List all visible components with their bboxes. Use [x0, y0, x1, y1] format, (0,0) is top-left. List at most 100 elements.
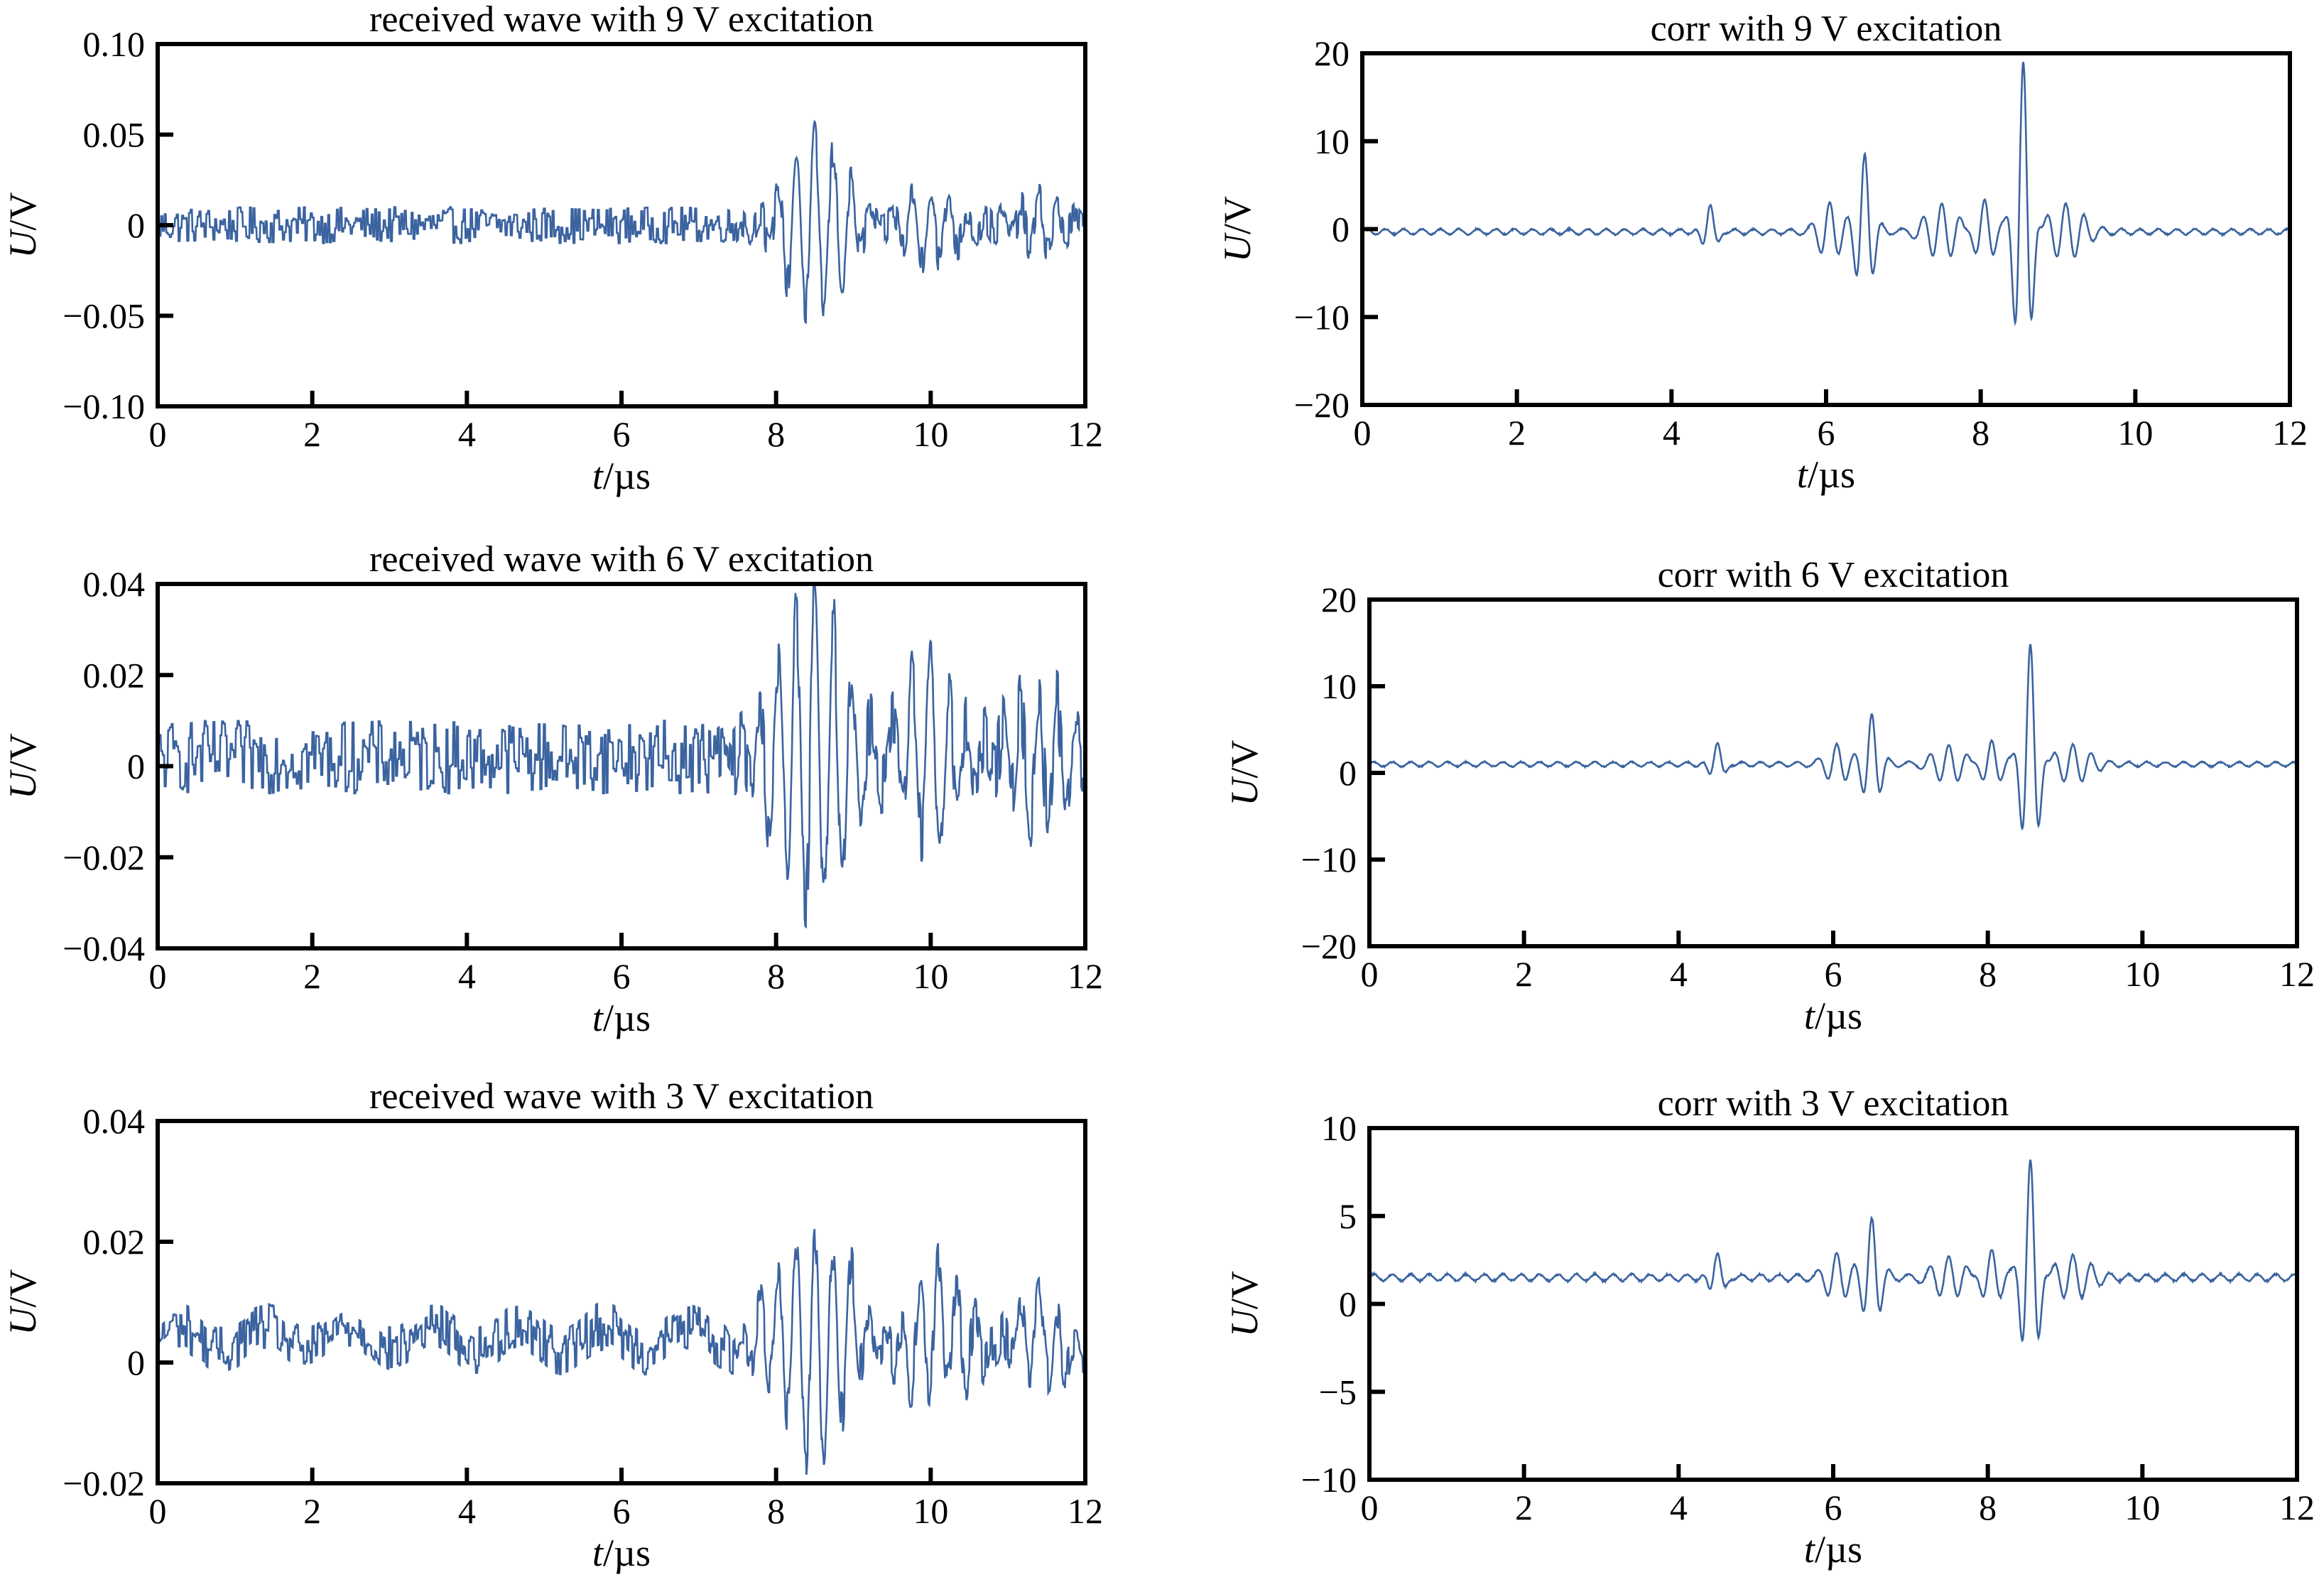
x-tick-label: 4	[458, 1491, 476, 1531]
plot-frame	[1367, 1126, 2299, 1482]
y-axis-label: U/V	[1216, 196, 1259, 262]
y-tick-label: −10	[1301, 1460, 1357, 1500]
x-tick-label: 4	[1670, 1488, 1688, 1527]
y-tick-label: 10	[1321, 666, 1357, 706]
plot-frame	[156, 1119, 1087, 1485]
plot-frame	[1367, 597, 2299, 948]
x-axis-label: t/µs	[1804, 995, 1862, 1037]
chart-title: received wave with 6 V excitation	[369, 539, 874, 580]
panel-rx6: 0 2 4 6 8 10 12 −0.04 −0.02 0 0.02 0.04 received wav…	[1, 539, 1103, 1039]
y-tick-label: −20	[1301, 926, 1357, 966]
y-tick-label: −20	[1294, 385, 1350, 425]
y-axis-label: U/V	[1, 192, 44, 258]
y-tick-label: 0	[127, 205, 145, 245]
x-tick-label: 2	[303, 956, 321, 996]
x-tick-label: 0	[1361, 1488, 1379, 1527]
y-tick-label: 0.02	[83, 655, 146, 695]
x-tick-label: 0	[1361, 954, 1379, 994]
x-tick-label: 6	[613, 956, 631, 996]
series-line	[158, 584, 1085, 929]
y-tick-label: −0.10	[63, 386, 145, 426]
x-tick-label: 10	[913, 1491, 948, 1531]
x-tick-label: 0	[149, 1491, 167, 1531]
x-tick-label: 8	[1972, 413, 1989, 453]
x-tick-label: 2	[303, 1491, 321, 1531]
x-tick-label: 0	[149, 414, 167, 454]
y-tick-label: −0.02	[63, 838, 145, 877]
x-tick-label: 6	[613, 414, 631, 454]
y-tick-label: −10	[1294, 297, 1350, 337]
x-tick-label: 8	[1979, 1488, 1997, 1527]
x-tick-label: 6	[1825, 954, 1842, 994]
x-tick-label: 4	[458, 414, 476, 454]
x-tick-label: 10	[2124, 954, 2160, 994]
y-axis-label: U/V	[1223, 740, 1266, 806]
x-tick-label: 8	[767, 956, 785, 996]
y-tick-label: 0.10	[83, 24, 146, 64]
chart-title: corr with 3 V excitation	[1658, 1083, 2009, 1124]
x-tick-label: 10	[913, 956, 948, 996]
x-tick-label: 12	[1068, 414, 1103, 454]
chart-title: corr with 6 V excitation	[1658, 555, 2009, 595]
x-tick-label: 0	[149, 956, 167, 996]
x-axis-label: t/µs	[592, 455, 651, 497]
chart-title: corr with 9 V excitation	[1651, 9, 2002, 49]
x-tick-label: 8	[767, 1491, 785, 1531]
y-tick-label: 20	[1321, 580, 1357, 619]
panel-rx9: 0 2 4 6 8 10 12 −0.10 −0.05 0 0.05 0.10 received wav…	[1, 0, 1103, 497]
series-line	[1362, 62, 2290, 327]
y-tick-label: 5	[1339, 1196, 1357, 1236]
x-tick-label: 6	[1818, 413, 1835, 453]
x-tick-label: 12	[1068, 1491, 1103, 1531]
y-tick-label: 10	[1314, 121, 1350, 161]
x-tick-label: 2	[1508, 413, 1526, 453]
y-tick-label: 0.04	[83, 1101, 146, 1141]
y-tick-label: 0.02	[83, 1222, 146, 1262]
series-line	[1369, 644, 2297, 831]
panel-corr3: 0 2 4 6 8 10 12 −10 −5 0 5 10 corr with 3 V excitati…	[1223, 1083, 2315, 1571]
y-tick-label: −5	[1319, 1372, 1357, 1412]
x-tick-label: 0	[1354, 413, 1372, 453]
x-tick-label: 2	[1515, 954, 1533, 994]
x-tick-label: 12	[1068, 956, 1103, 996]
x-tick-label: 2	[303, 414, 321, 454]
y-axis-label: U/V	[1223, 1271, 1266, 1337]
y-tick-label: 0	[127, 1343, 145, 1382]
x-axis-label: t/µs	[1797, 453, 1855, 496]
x-tick-label: 8	[767, 414, 785, 454]
y-tick-label: 10	[1321, 1108, 1357, 1148]
y-tick-label: 0	[1339, 753, 1357, 793]
x-tick-label: 10	[913, 414, 948, 454]
y-tick-label: 0	[1339, 1284, 1357, 1324]
panel-corr9: 0 2 4 6 8 10 12 −20 −10 0 10 20 corr with 9 V excita…	[1216, 9, 2308, 496]
y-tick-label: −0.02	[63, 1463, 145, 1503]
x-tick-label: 4	[1670, 954, 1688, 994]
y-tick-label: −10	[1301, 840, 1357, 879]
series-line	[1369, 1159, 2297, 1343]
x-tick-label: 4	[458, 956, 476, 996]
x-tick-label: 10	[2124, 1488, 2160, 1527]
x-axis-label: t/µs	[1804, 1528, 1862, 1571]
y-tick-label: −0.04	[63, 928, 145, 968]
y-tick-label: −0.05	[63, 296, 145, 336]
y-axis-label: U/V	[1, 733, 44, 799]
y-axis-label: U/V	[1, 1269, 44, 1335]
x-tick-label: 12	[2279, 1488, 2315, 1527]
y-tick-label: 20	[1314, 33, 1350, 73]
chart-title: received wave with 9 V excitation	[369, 0, 874, 40]
panel-corr6: 0 2 4 6 8 10 12 −20 −10 0 10 20 corr with 6 V excita…	[1223, 555, 2315, 1037]
x-tick-label: 2	[1515, 1488, 1533, 1527]
x-tick-label: 12	[2279, 954, 2315, 994]
x-axis-label: t/µs	[592, 1532, 651, 1574]
series-line	[158, 119, 1085, 325]
y-tick-label: 0	[1332, 210, 1350, 249]
x-tick-label: 4	[1663, 413, 1680, 453]
chart-title: received wave with 3 V excitation	[369, 1076, 874, 1117]
x-tick-label: 12	[2272, 413, 2308, 453]
x-axis-label: t/µs	[592, 997, 651, 1039]
series-line	[158, 1229, 1085, 1475]
y-tick-label: 0.05	[83, 115, 146, 155]
x-tick-label: 8	[1979, 954, 1997, 994]
